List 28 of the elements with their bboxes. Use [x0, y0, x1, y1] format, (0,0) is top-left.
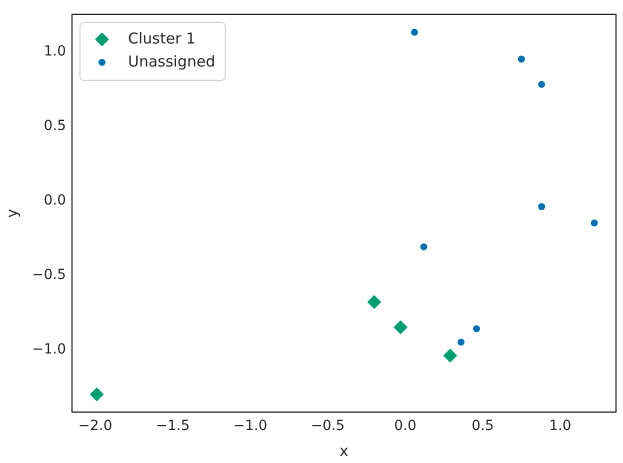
x-tick-label: −1.0	[233, 418, 268, 434]
x-tick-label: −0.5	[310, 418, 345, 434]
point	[420, 243, 428, 250]
legend-label: Cluster 1	[128, 29, 196, 48]
point	[518, 56, 525, 63]
x-tick-label: −2.0	[78, 418, 112, 434]
point	[394, 320, 408, 334]
point	[538, 203, 546, 210]
x-axis-title: x	[340, 442, 349, 460]
point	[458, 338, 465, 346]
legend-label: Unassigned	[128, 52, 216, 70]
x-tick-label: 0.0	[394, 418, 416, 434]
point	[538, 80, 546, 88]
x-tick-label: 1.0	[549, 418, 572, 434]
y-tick-label: 1.0	[44, 43, 66, 60]
point	[367, 294, 382, 309]
y-tick-label: −0.5	[32, 266, 66, 283]
x-tick-label: −1.5	[156, 418, 190, 434]
x-tick-label: 0.5	[472, 418, 494, 434]
point	[90, 387, 104, 402]
point	[590, 219, 598, 226]
y-tick-label: 0.5	[44, 118, 66, 134]
y-tick-label: 0.0	[44, 192, 66, 208]
point	[443, 348, 458, 363]
y-tick-label: −1.0	[32, 341, 66, 358]
point	[411, 28, 418, 36]
point	[473, 325, 480, 332]
y-axis-title: y	[2, 208, 21, 218]
